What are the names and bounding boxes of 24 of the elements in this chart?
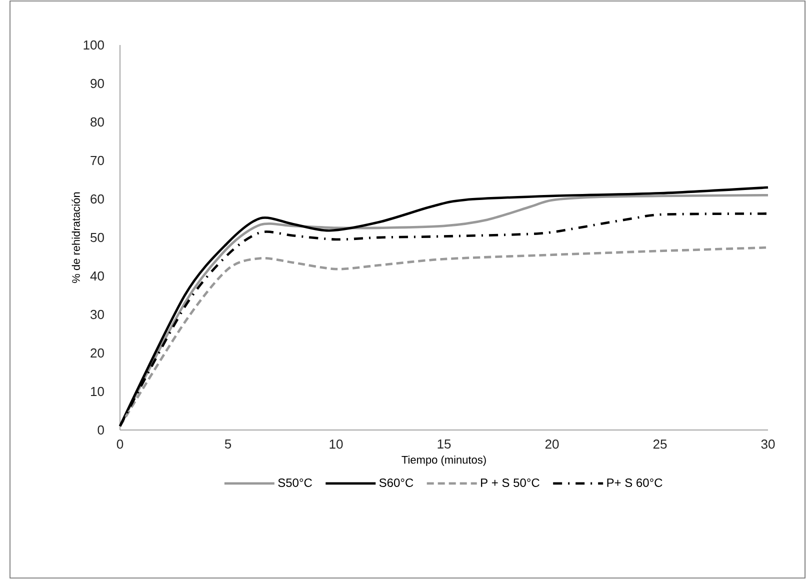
x-tick-label: 25	[653, 440, 667, 449]
y-tick-label: 60	[90, 194, 104, 204]
y-tick-label: 30	[90, 310, 104, 320]
x-tick-label: 0	[116, 440, 124, 449]
y-tick-label: 80	[90, 117, 104, 127]
legend-label: S50°C	[278, 478, 312, 487]
y-axis-title: % de rehidratación	[72, 192, 80, 283]
y-tick-label: 10	[90, 386, 104, 396]
y-tick-label: 0	[98, 425, 104, 435]
y-tick-label: 70	[90, 156, 104, 166]
legend-label: P+ S 60°C	[607, 478, 662, 487]
y-tick-label: 90	[90, 78, 104, 88]
x-tick-label: 30	[761, 440, 775, 449]
x-tick-label: 20	[545, 440, 559, 449]
x-tick-label: 5	[224, 440, 232, 449]
y-tick-label: 50	[90, 232, 104, 242]
x-tick-label: 10	[330, 440, 343, 449]
y-tick-label: 40	[90, 271, 104, 281]
x-axis-title: Tiempo (minutos)	[402, 456, 486, 466]
y-tick-label: 100	[84, 40, 104, 50]
legend-label: P + S 50°C	[481, 478, 540, 487]
y-tick-label: 20	[90, 348, 104, 358]
x-tick-label: 15	[438, 440, 451, 449]
legend-label: S60°C	[379, 478, 414, 487]
